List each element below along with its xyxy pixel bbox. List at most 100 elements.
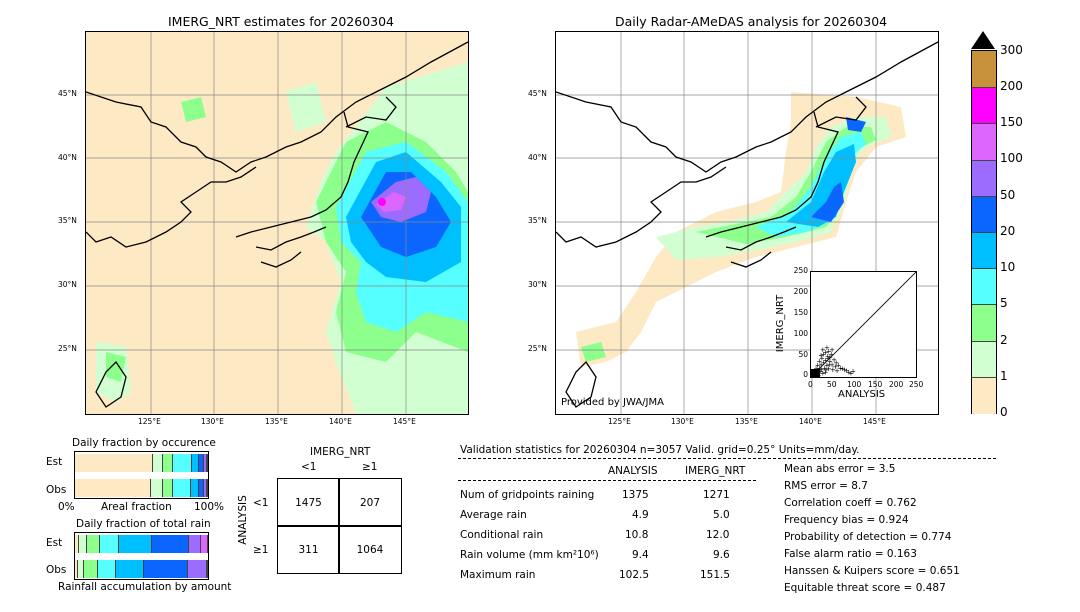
occurence-obs-label: Obs <box>46 484 67 496</box>
scatter-point: + <box>842 366 848 374</box>
fraction-bar-segment <box>198 479 204 497</box>
right-lon-label-130: 130°E <box>671 417 694 426</box>
stats-header: Validation statistics for 20260304 n=305… <box>460 444 860 456</box>
colorbar <box>971 50 997 414</box>
fraction-bar-segment <box>77 560 85 578</box>
right-lat-label-30: 30°N <box>528 280 547 289</box>
scatter-point: + <box>848 369 854 377</box>
fraction-bar-segment <box>75 454 154 472</box>
scatter-ytick: 100 <box>793 329 808 338</box>
scatter-point: + <box>819 355 825 363</box>
cb-tick: 0 <box>1000 405 1008 419</box>
scatter-point: + <box>844 367 850 375</box>
scatter-point: + <box>825 353 831 361</box>
contingency-row-2: ≥1 <box>253 544 269 556</box>
stats-row-imerg: 9.6 <box>713 549 730 561</box>
occurence-title: Daily fraction by occurence <box>72 437 216 449</box>
right-lon-label-145: 145°E <box>863 417 886 426</box>
scatter-point: + <box>826 347 832 355</box>
fraction-bar-segment <box>204 454 207 472</box>
contingency-cell: 311 <box>277 525 340 574</box>
colorbar-extend-arrow <box>971 31 995 49</box>
fraction-bar-segment <box>97 560 117 578</box>
scatter-xlabel: ANALYSIS <box>838 389 886 400</box>
colorbar-segment <box>972 340 996 378</box>
stats-metric: Probability of detection = 0.774 <box>784 531 952 543</box>
scatter-point: + <box>827 353 833 361</box>
cb-tick: 150 <box>1000 115 1023 129</box>
scatter-point: + <box>832 363 838 371</box>
fraction-bar-segment <box>198 454 204 472</box>
colorbar-ticks: 300 200 150 100 50 20 10 5 2 1 0 <box>1000 43 1040 423</box>
right-map-title: Daily Radar-AMeDAS analysis for 20260304 <box>615 14 888 29</box>
fraction-bar-segment <box>116 560 145 578</box>
scatter-point: + <box>817 368 823 376</box>
colorbar-segment <box>972 195 996 233</box>
fraction-bar-segment <box>162 454 174 472</box>
scatter-point: + <box>834 367 840 375</box>
fraction-bar-segment <box>206 454 208 472</box>
scatter-xtick: 150 <box>868 380 883 389</box>
contingency-row-1: <1 <box>253 497 269 509</box>
cb-tick: 10 <box>1000 260 1016 274</box>
fraction-bar-segment <box>204 479 207 497</box>
right-lat-label-35: 35°N <box>528 216 547 225</box>
scatter-point: + <box>823 357 829 365</box>
stats-row-imerg: 1271 <box>703 489 730 501</box>
right-map-plot <box>556 32 938 414</box>
colorbar-segment <box>972 87 996 125</box>
cb-tick: 1 <box>1000 369 1008 383</box>
occurence-est-label: Est <box>46 456 63 468</box>
fraction-bar-segment <box>144 560 189 578</box>
scatter-ytick: 200 <box>793 287 808 296</box>
stats-col-analysis: ANALYSIS <box>608 465 658 477</box>
scatter-point: + <box>823 348 829 356</box>
scatter-point: + <box>825 355 831 363</box>
scatter-point: + <box>816 364 822 372</box>
scatter-point: + <box>822 364 828 372</box>
fraction-bar-segment <box>150 479 163 497</box>
scatter-point: + <box>818 361 824 369</box>
fraction-bar-segment <box>118 535 153 553</box>
scatter-point: + <box>827 358 833 366</box>
cb-tick: 5 <box>1000 296 1008 310</box>
fraction-bar-segment <box>75 560 78 578</box>
scatter-point: + <box>837 364 843 372</box>
scatter-point: + <box>827 361 833 369</box>
fraction-bar-segment <box>84 560 98 578</box>
fraction-bar-segment <box>100 535 119 553</box>
colorbar-segment <box>972 304 996 342</box>
fraction-bar-segment <box>78 535 87 553</box>
fraction-bar-segment <box>75 479 151 497</box>
scatter-ytick: 250 <box>793 266 808 275</box>
left-map: 45°N <box>85 31 469 415</box>
scatter-point: + <box>818 352 824 360</box>
left-lon-label-140: 140°E <box>329 417 352 426</box>
stats-metric: False alarm ratio = 0.163 <box>784 548 917 560</box>
right-lon-label-125: 125°E <box>608 417 631 426</box>
colorbar-segment <box>972 376 996 414</box>
scatter-point: + <box>828 350 834 358</box>
right-lon-label-135: 135°E <box>735 417 758 426</box>
stats-row-imerg: 151.5 <box>700 569 731 581</box>
cb-tick: 20 <box>1000 224 1016 238</box>
scatter-point: + <box>824 344 830 352</box>
scatter-point: + <box>840 365 846 373</box>
stats-row-imerg: 5.0 <box>713 509 730 521</box>
stats-row-analysis: 4.9 <box>632 509 649 521</box>
total-rain-obs-label: Obs <box>46 564 67 576</box>
stats-metric: Frequency bias = 0.924 <box>784 514 909 526</box>
stats-metric: Hanssen & Kuipers score = 0.651 <box>784 565 960 577</box>
scatter-point: + <box>833 359 839 367</box>
stats-row-label: Average rain <box>460 509 527 521</box>
occurence-tick-0: 0% <box>58 501 75 513</box>
colorbar-segment <box>972 232 996 270</box>
scatter-point: + <box>821 350 827 358</box>
cb-tick: 50 <box>1000 188 1016 202</box>
colorbar-segment <box>972 51 996 88</box>
cb-tick: 300 <box>1000 43 1023 57</box>
scatter-ytick: 50 <box>798 350 808 359</box>
contingency-cell: 207 <box>338 478 402 527</box>
contingency-cell: 1064 <box>338 525 402 574</box>
left-map-plot <box>86 32 468 414</box>
